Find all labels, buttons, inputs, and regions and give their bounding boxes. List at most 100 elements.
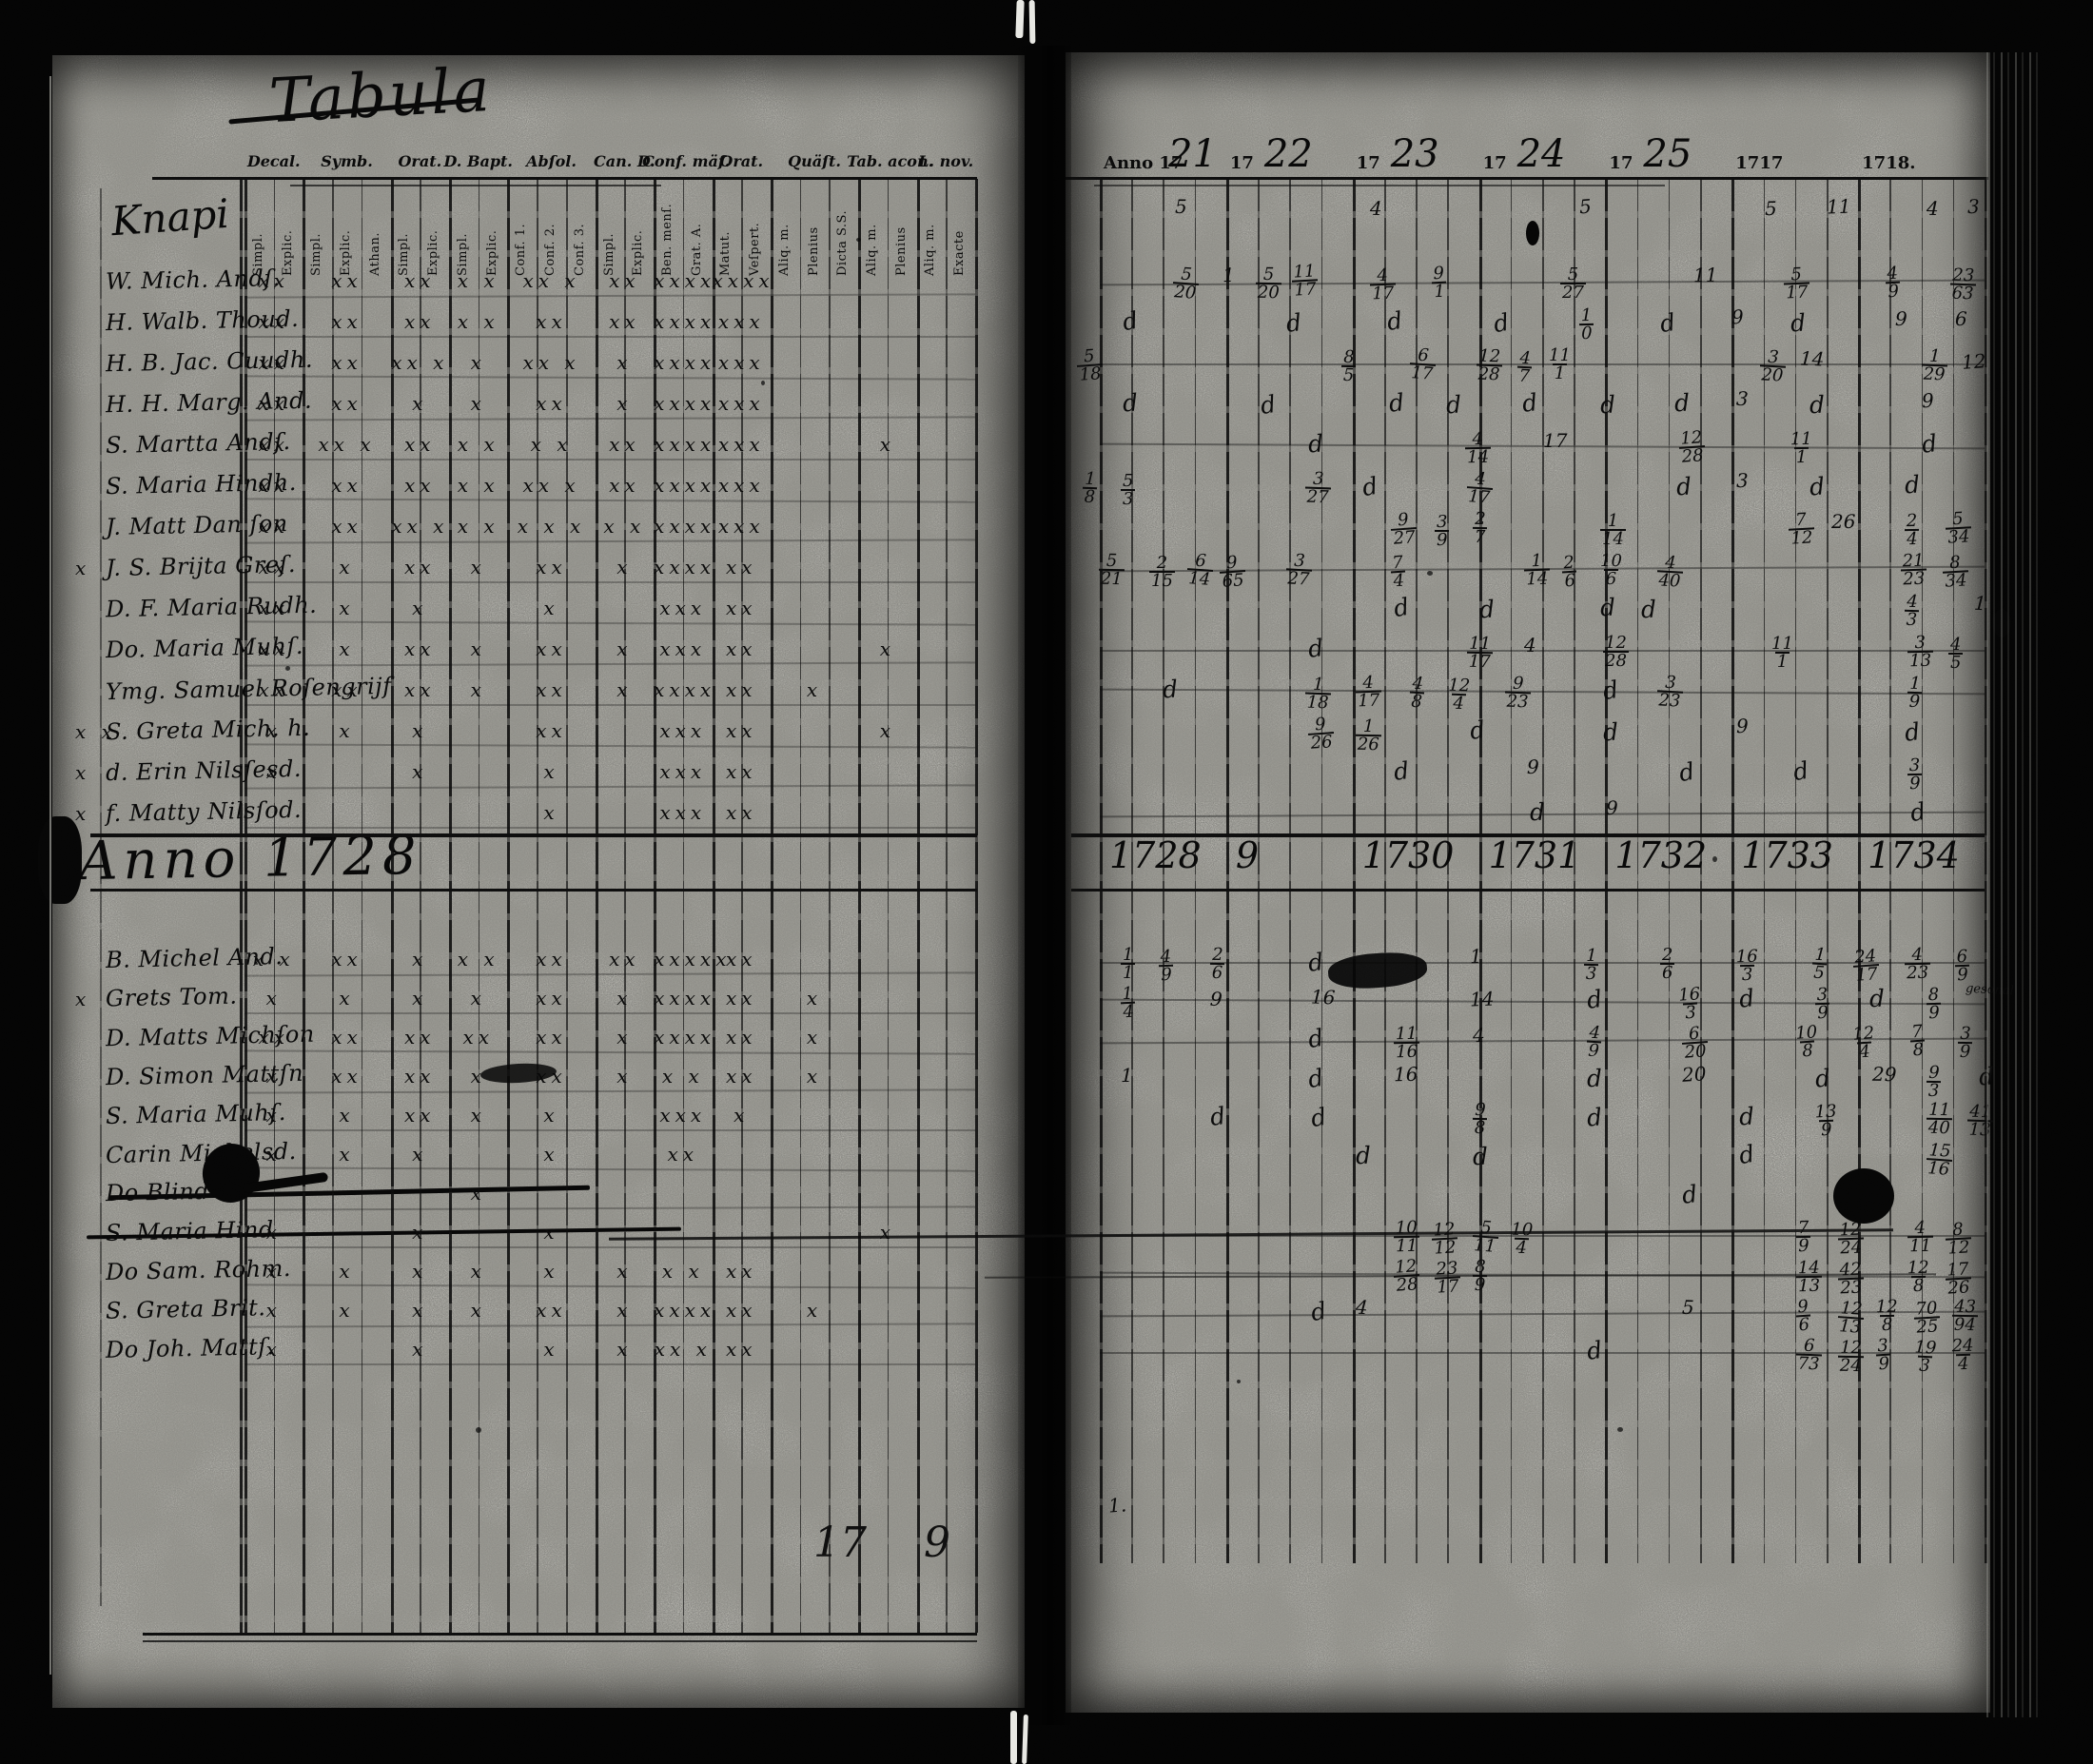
entry-number: 2 15: [1149, 553, 1175, 590]
year-handwritten: 24: [1516, 132, 1566, 176]
numerator: 16: [1677, 984, 1701, 1006]
column-subheader: Ben. menſ.: [659, 203, 675, 276]
x-marks: x: [412, 719, 428, 742]
entry-number: 9: [1526, 755, 1539, 779]
x-marks: xx: [536, 637, 567, 660]
x-marks: x: [543, 1260, 559, 1283]
x-marks: xx: [258, 392, 289, 415]
x-marks: x: [470, 1182, 486, 1205]
numerator: 5: [1479, 1217, 1493, 1239]
entry-number: 4: [1355, 1295, 1369, 1320]
x-marks: xxx: [659, 801, 707, 824]
ditto-mark: d: [1491, 307, 1512, 339]
x-marks: xx x: [522, 474, 580, 497]
x-marks: xxx: [717, 310, 765, 333]
x-marks: xx: [331, 1065, 362, 1088]
year-handwritten: 1728: [1109, 834, 1202, 876]
x-marks: xxx: [659, 1104, 707, 1127]
numerator: 4: [1886, 263, 1899, 284]
denominator: 14: [1185, 568, 1213, 590]
denominator: 20: [1171, 282, 1199, 304]
x-marks: x: [616, 392, 633, 415]
entry-number: 10 6: [1600, 552, 1622, 587]
entry-number: 12 24: [1837, 1338, 1865, 1377]
denominator: 24: [1837, 1355, 1864, 1377]
x-marks: xx: [725, 678, 757, 701]
x-marks: x: [265, 1260, 282, 1283]
page-edge-highlight: [49, 76, 51, 1675]
x-marks: xx: [331, 351, 362, 374]
entry-number: 4: [1523, 633, 1536, 657]
numerator: 24: [1853, 946, 1877, 968]
denominator: 26: [1945, 1277, 1972, 1299]
entry-number: 5: [1578, 194, 1593, 219]
x-marks: x: [616, 1299, 633, 1322]
margin-line: [100, 188, 102, 1606]
x-marks: x x: [457, 433, 499, 456]
margin-x-marks: x: [75, 557, 91, 579]
column-subheader: Aliq. m.: [776, 224, 792, 276]
numerator: 1: [1312, 674, 1324, 696]
row-rule: [245, 1323, 975, 1328]
denominator: 9: [1957, 1041, 1973, 1063]
year-printed: 17: [1356, 153, 1380, 173]
x-marks: x: [543, 1221, 559, 1244]
x-marks: xx: [258, 556, 289, 578]
denominator: 14: [1523, 568, 1551, 590]
denominator: 5: [1340, 364, 1357, 386]
x-marks: xx: [536, 948, 567, 970]
x-marks: xx: [725, 719, 757, 742]
numerator: 2: [1156, 553, 1168, 573]
ditto-mark: d: [1813, 1064, 1832, 1093]
entry-number: 1 14: [1523, 551, 1551, 590]
row-rule: [245, 1166, 975, 1172]
entry-number: 9 65: [1219, 553, 1247, 592]
entry-number: 5: [1175, 195, 1187, 218]
denominator: 27: [1304, 486, 1331, 508]
numerator: 70: [1914, 1298, 1938, 1320]
numerator: 24: [1951, 1335, 1974, 1357]
row-name: S. Greta Brit.: [105, 1294, 266, 1324]
x-marks: x: [339, 1143, 355, 1166]
denominator: 3: [1904, 609, 1920, 631]
denominator: 3: [1926, 1080, 1942, 1102]
denominator: 17: [1465, 486, 1493, 508]
numerator: 7: [1910, 1021, 1924, 1043]
entry-number: 10 4: [1510, 1220, 1534, 1259]
row-rule: [245, 1284, 975, 1289]
sub-column-line: [1289, 179, 1291, 1563]
denominator: 40: [1926, 1117, 1952, 1139]
numerator: 4: [1914, 1217, 1927, 1239]
x-marks: xx: [536, 1299, 567, 1322]
x-marks: xxxx: [654, 269, 716, 292]
book-gutter: [1018, 46, 1071, 1725]
row-name: Grets Tom.: [105, 982, 238, 1012]
x-marks: x: [470, 1104, 486, 1127]
ditto-mark: d: [1907, 796, 1928, 828]
denominator: 17: [1369, 283, 1397, 304]
denominator: 94: [1951, 1314, 1978, 1336]
x-marks: x x: [457, 474, 499, 497]
year-column-line: [1100, 179, 1103, 1563]
denominator: 20: [1681, 1041, 1710, 1063]
x-marks: x x: [661, 1065, 704, 1088]
denominator: 18: [1076, 363, 1105, 385]
x-marks: xx: [536, 1026, 567, 1049]
row-rule: [245, 416, 975, 421]
bookmark-ribbon: [1022, 1714, 1028, 1764]
x-marks: x x: [661, 1260, 704, 1283]
entry-number: 4 17: [1369, 265, 1397, 304]
ditto-mark: d: [1676, 756, 1697, 788]
x-marks: xx: [609, 433, 640, 456]
numerator: 9: [1512, 673, 1524, 695]
x-marks: x: [265, 1299, 282, 1322]
x-marks: xx: [725, 801, 757, 824]
column-line: [887, 179, 890, 1633]
ditto-mark: d: [1520, 388, 1539, 418]
